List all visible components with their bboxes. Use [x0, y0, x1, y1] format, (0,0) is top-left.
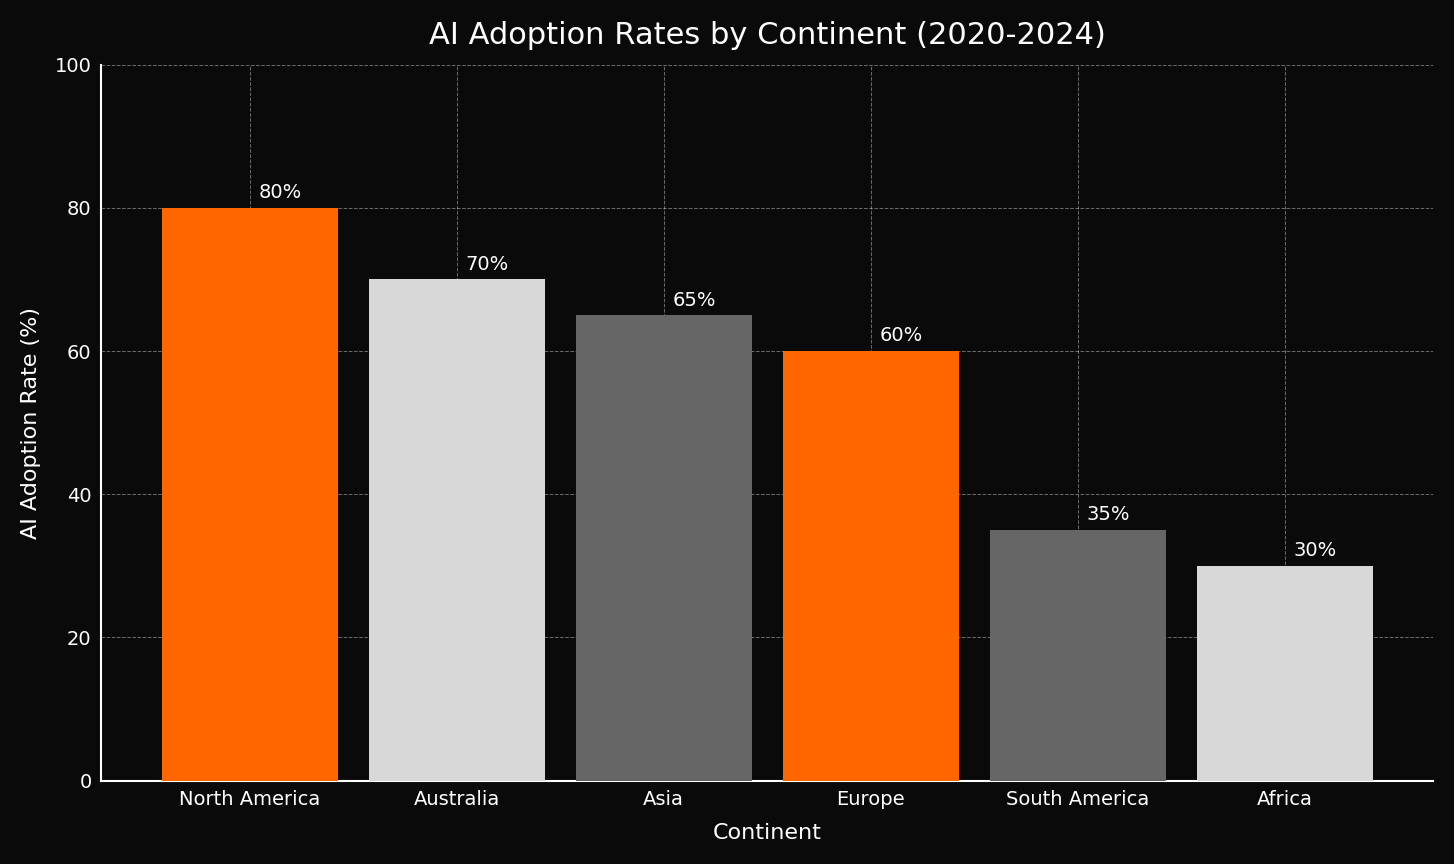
Bar [576, 315, 752, 780]
Bar [990, 530, 1166, 780]
Text: 35%: 35% [1086, 505, 1130, 524]
Text: 30%: 30% [1294, 541, 1336, 560]
Text: 65%: 65% [673, 290, 715, 309]
Bar [161, 208, 337, 780]
Y-axis label: AI Adoption Rate (%): AI Adoption Rate (%) [20, 307, 41, 538]
Text: 70%: 70% [465, 255, 509, 274]
X-axis label: Continent: Continent [712, 823, 822, 843]
Text: 80%: 80% [259, 183, 302, 202]
Bar [782, 351, 958, 780]
Title: AI Adoption Rates by Continent (2020-2024): AI Adoption Rates by Continent (2020-202… [429, 21, 1105, 50]
Text: 60%: 60% [880, 327, 923, 346]
Bar [369, 279, 545, 780]
Bar [1197, 566, 1373, 780]
